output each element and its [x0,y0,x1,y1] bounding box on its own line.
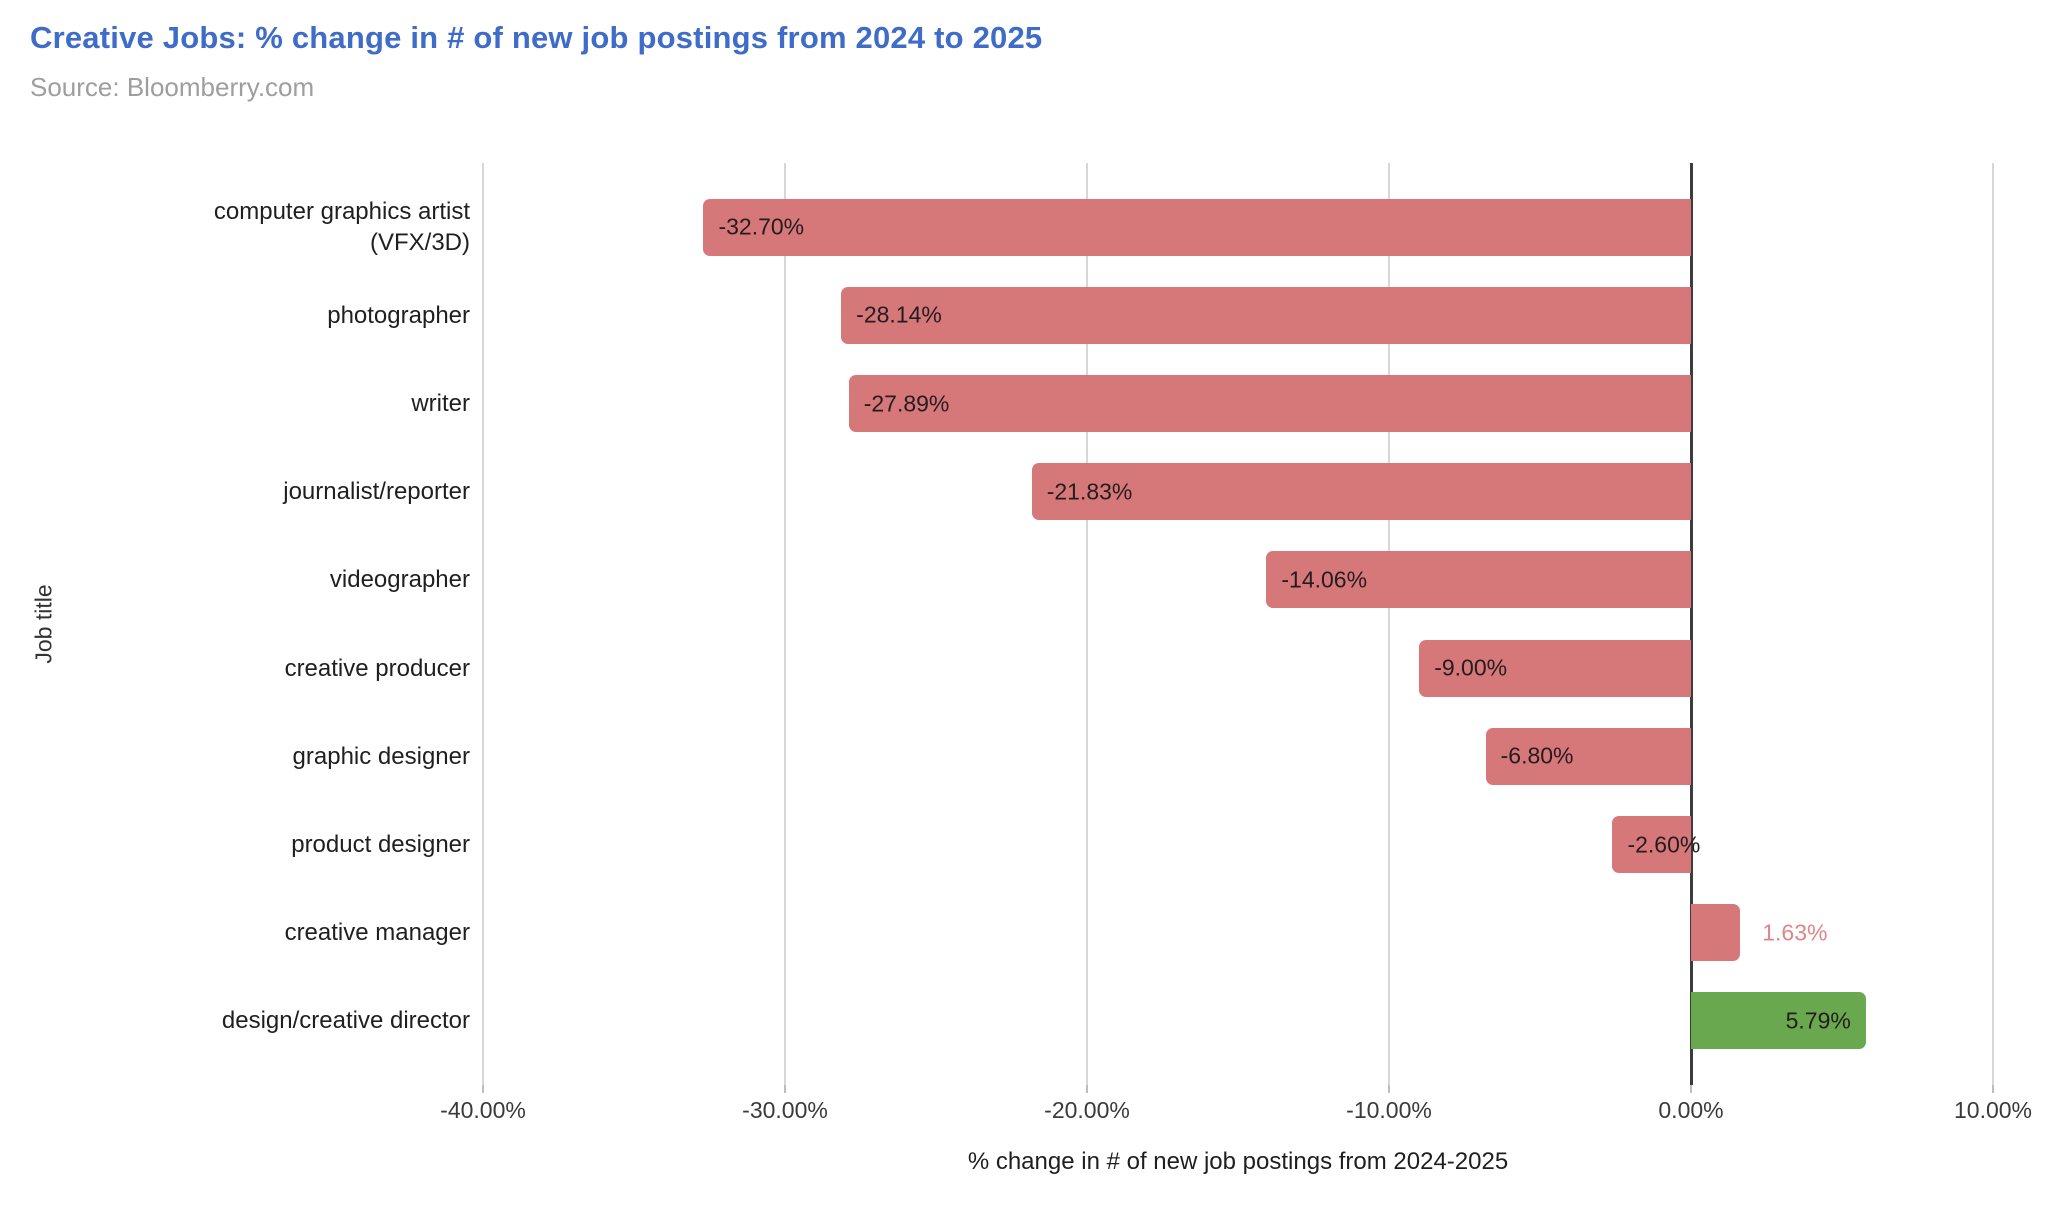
bar: -27.89% [848,375,1691,432]
category-label-text: graphic designer [292,742,470,770]
category-label-text: creative producer [284,654,470,682]
axis-tick-mark [482,1085,484,1093]
category-label-text: computer graphics artist (VFX/3D) [213,197,470,257]
bar-value-label: -9.00% [1434,654,1508,681]
category-label: videographer [0,536,470,624]
category-label: creative manager [0,889,470,977]
axis-tick-mark [1388,1085,1390,1093]
category-label: photographer [0,271,470,359]
category-label: creative producer [0,624,470,712]
category-label-text: creative manager [284,919,470,947]
category-label: writer [0,359,470,447]
plot-area: -32.70% -28.14% -27.89% -21.83% -14.06% -9.00… [482,163,1994,1093]
gridline [1388,163,1390,1085]
gridline [1992,163,1994,1085]
category-label: graphic designer [0,712,470,800]
gridline [784,163,786,1085]
chart-title: Creative Jobs: % change in # of new job … [30,20,1043,55]
category-label-text: product designer [291,830,470,858]
bar-value-label: -28.14% [856,301,942,328]
x-tick-label: -10.00% [1346,1097,1432,1123]
bar-value-label: -6.80% [1500,742,1574,769]
bar: -28.14% [841,286,1691,344]
bar-value-label: 1.63% [1762,919,1828,946]
bar: 5.79% [1691,992,1866,1050]
bar: -21.83% [1031,463,1691,521]
category-label-text: journalist/reporter [283,478,470,506]
category-label-text: writer [411,389,470,417]
axis-tick-mark [1992,1085,1994,1093]
category-label: product designer [0,800,470,888]
axis-tick-mark [784,1085,786,1093]
x-tick-label: -40.00% [440,1097,526,1123]
category-label-text: photographer [327,301,470,329]
gridline [482,163,484,1085]
category-label-text: videographer [329,566,470,594]
bar-value-label: -27.89% [863,390,950,416]
bar-value-label: 5.79% [1785,1007,1851,1034]
bar: -32.70% [703,198,1691,256]
bar-value-label: -32.70% [718,213,805,240]
zero-axis-line [1689,163,1693,1085]
x-tick-label: 0.00% [1658,1097,1724,1123]
bar-value-label: -14.06% [1281,566,1368,593]
bar: -9.00% [1419,639,1691,697]
source-text: Source: Bloomberry.com [30,72,315,102]
bar: 1.63% [1691,904,1827,962]
bar: -14.06% [1266,551,1691,609]
axis-tick-mark [1690,1085,1692,1093]
category-label-text: design/creative director [221,1007,470,1035]
category-label: journalist/reporter [0,448,470,536]
category-label: design/creative director [0,977,470,1065]
x-tick-label: -30.00% [742,1097,828,1123]
gridline [1086,163,1088,1085]
bar-value-label: -2.60% [1627,831,1701,857]
bar-value-label: -21.83% [1046,478,1133,505]
bar: -2.60% [1612,816,1700,873]
bar: -6.80% [1485,727,1691,785]
category-label: computer graphics artist (VFX/3D) [0,183,470,271]
axis-tick-mark [1086,1085,1088,1093]
x-axis-title: % change in # of new job postings from 2… [967,1148,1509,1175]
x-tick-label: 10.00% [1953,1097,2033,1123]
x-tick-label: -20.00% [1044,1097,1130,1123]
